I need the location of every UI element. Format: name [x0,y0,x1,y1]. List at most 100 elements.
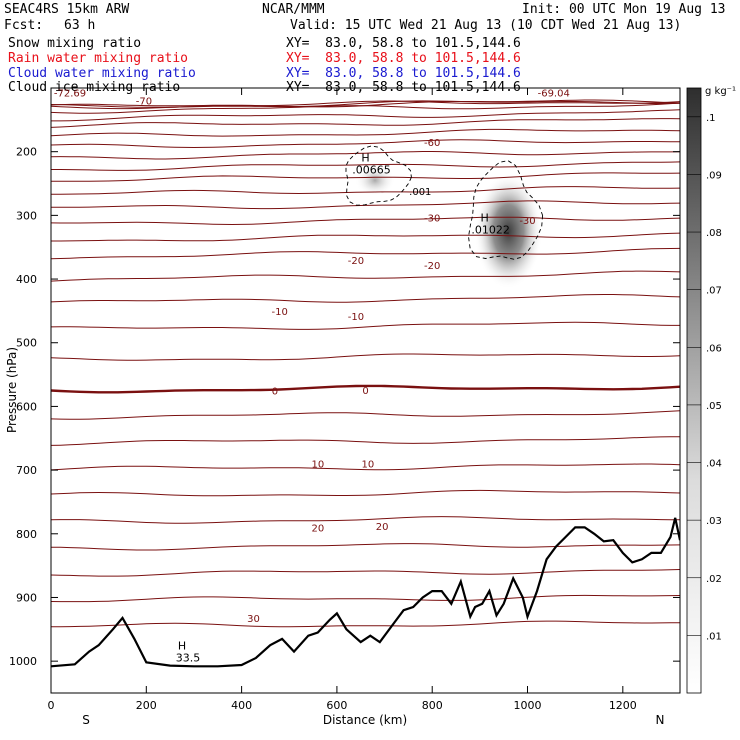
temperature-contour-label: 30 [247,614,260,625]
init-time: Init: 00 UTC Mon 19 Aug 13 [522,2,726,17]
isotherm-line [51,200,680,210]
isotherm-line [51,594,680,603]
isotherm-line [51,321,680,330]
snow-blob [355,164,396,197]
colorbar-level-label: .05 [706,401,722,412]
isotherm-line [51,118,680,128]
colorbar-level-label: .07 [706,286,722,297]
high-marker-value: .01022 [471,224,510,237]
isotherm-line [51,543,680,551]
isotherm-line [51,294,680,303]
forecast-hour: 63 h [64,18,96,33]
isotherm-line [51,128,680,137]
isotherm-line [51,151,680,160]
x-tick-label: 1200 [609,699,637,712]
high-marker-label: H [480,212,488,225]
temperature-contour-label: -70 [136,97,152,108]
field-cloudwater-name: Cloud water mixing ratio [8,66,196,81]
high-marker-label: H [361,152,369,165]
isotherm-line [51,139,680,149]
temperature-contour-label: -60 [424,138,440,149]
isotherm-line [51,172,680,182]
model-title: SEAC4RS 15km ARW [4,2,130,17]
x-axis-label: Distance (km) [323,713,407,727]
colorbar-level-label: .06 [706,343,722,354]
forecast-label: Fcst: [4,18,44,33]
y-tick-label: 800 [16,528,37,541]
temperature-contour-label: -20 [424,261,440,272]
isotherm-line [51,216,680,226]
isotherm-line [51,100,680,108]
temperature-contour-label: -20 [348,256,364,267]
x-tick-label: 600 [326,699,347,712]
temperature-contour-label: -69.04 [538,88,570,99]
y-tick-label: 400 [16,273,37,286]
contour-labels: -72.69 -70 -69.04 -60 -30 -30 -20 -20 -10 -10 0 0 10… [54,88,570,624]
isotherm-line [51,100,680,110]
isotherm-line [51,102,680,114]
colorbar: g kg⁻¹ .01 .02 .03 .04 .05 .06 .07 .08 .09 .1 [686,86,736,694]
y-tick-label: 300 [16,209,37,222]
y-tick-label: 600 [16,400,37,413]
y-tick-label: 500 [16,337,37,350]
temperature-contour-label: 0 [362,386,368,397]
x-tick-label: 400 [231,699,252,712]
colorbar-units: g kg⁻¹ [705,86,736,97]
y-axis-label: Pressure (hPa) [5,347,19,433]
temperature-contour-label: 0 [272,387,278,398]
isotherm-line [51,232,680,242]
colorbar-level-label: .1 [706,113,716,124]
y-tick-label: 1000 [9,655,37,668]
colorbar-level-label: .01 [706,631,722,642]
field-rain-xy: XY= 83.0, 58.8 to 101.5,144.6 [286,51,521,66]
isotherm-line [51,161,680,171]
x-tick-label: 1000 [514,699,542,712]
temperature-contour-label: -30 [519,216,535,227]
isotherm-line [51,463,680,471]
north-end-label: N [656,713,665,727]
temperature-contour-label: -72.69 [54,88,86,99]
high-marker-value: .00665 [352,164,391,177]
temperature-contour-label: 20 [376,522,389,533]
high-marker-value: 33.5 [176,652,201,665]
temperature-contour-label: 20 [311,523,324,534]
colorbar-level-label: .09 [706,170,722,181]
isotherm-line [51,620,680,628]
isotherm-line [51,247,680,260]
terrain-line [51,517,680,668]
mixing-ratio-shading [355,164,543,290]
temperature-contour-label: -10 [348,312,364,323]
temperature-contour-label: 10 [362,460,375,471]
high-marker-label: H [178,640,186,653]
isotherm-line [51,516,680,524]
org-label: NCAR/MMM [262,2,325,17]
plot-frame [50,87,681,694]
colorbar-level-label: .02 [706,574,722,585]
y-tick-label: 700 [16,464,37,477]
field-cloudwater-xy: XY= 83.0, 58.8 to 101.5,144.6 [286,66,521,81]
isotherm-line [51,410,680,420]
isotherm-line [51,353,680,361]
temperature-contour-label: 10 [311,460,324,471]
colorbar-ramp [686,87,702,694]
temperature-contour-label: -10 [272,307,288,318]
cloud-ice-contours [345,145,544,260]
y-tick-label: 900 [16,591,37,604]
isotherm-line [51,569,680,577]
field-snow-name: Snow mixing ratio [8,36,142,51]
x-tick-label: 0 [48,699,55,712]
temperature-contour-label: -30 [424,213,440,224]
isotherm-line [51,436,680,446]
x-tick-label: 800 [422,699,443,712]
isotherm-contours [51,99,680,628]
field-snow-xy: XY= 83.0, 58.8 to 101.5,144.6 [286,36,521,51]
valid-time: Valid: 15 UTC Wed 21 Aug 13 (10 CDT Wed … [290,18,682,33]
south-end-label: S [82,713,90,727]
y-tick-label: 200 [16,146,37,159]
colorbar-level-label: .04 [706,459,722,470]
isotherm-line [51,109,680,122]
plot-area [51,99,680,668]
